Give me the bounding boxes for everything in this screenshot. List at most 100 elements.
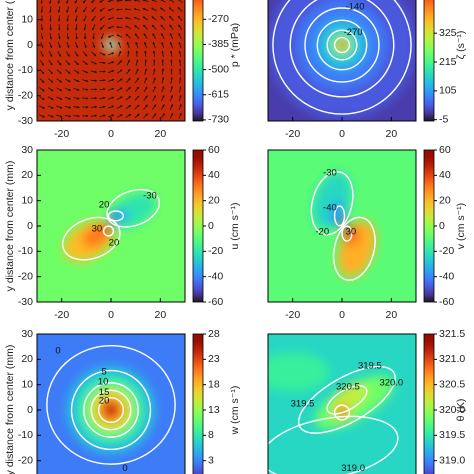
y-tick-label: 0 — [27, 404, 33, 416]
wind-arrow — [151, 16, 157, 21]
colorbar — [423, 149, 435, 303]
wind-arrow — [153, 68, 156, 75]
wind-arrow — [65, 60, 71, 66]
wind-arrow — [99, 61, 106, 65]
wind-arrow — [133, 16, 140, 21]
heatmap: -30 -40 -20 30 — [268, 150, 416, 302]
wind-arrow — [40, 33, 44, 40]
wind-arrow — [177, 7, 183, 12]
wind-arrow — [82, 51, 88, 57]
wind-arrow — [108, 52, 115, 56]
colorbar-tick-label: 60 — [208, 144, 220, 156]
wind-arrow — [160, 7, 166, 12]
wind-arrow — [125, 104, 132, 110]
wind-arrow — [160, 33, 165, 39]
wind-arrow — [127, 50, 130, 57]
colorbar-tick-label: -60 — [439, 296, 454, 308]
colorbar-tick-label: 18 — [208, 378, 220, 390]
wind-arrow — [91, 51, 97, 57]
wind-arrow — [74, 60, 79, 66]
wind-arrow — [161, 95, 165, 102]
contour-label: 20 — [109, 237, 120, 248]
contour-label: 10 — [98, 377, 109, 388]
wind-arrow — [40, 42, 44, 49]
wind-arrow — [83, 24, 87, 31]
wind-arrow — [99, 0, 105, 3]
wind-arrow — [170, 50, 173, 57]
wind-arrow — [90, 61, 97, 65]
contour-label: -270 — [344, 27, 363, 38]
wind-arrow — [99, 16, 105, 21]
wind-arrow — [169, 103, 174, 110]
wind-arrow — [107, 16, 114, 20]
wind-arrow — [48, 78, 54, 83]
heatmap: -140 -270 — [268, 0, 416, 121]
wind-arrow — [40, 6, 44, 13]
contour-label: 319.5 — [291, 398, 315, 409]
wind-arrow — [161, 50, 164, 57]
contour-label: -20 — [315, 227, 329, 238]
wind-arrow — [160, 104, 165, 110]
contour — [90, 389, 132, 431]
wind-arrow — [152, 86, 156, 93]
wind-arrow — [135, 59, 139, 66]
y-tick-label: 30 — [21, 144, 33, 156]
wind-arrow — [47, 96, 54, 101]
colorbar-tick-label: 40 — [208, 169, 220, 181]
wind-arrow — [56, 87, 63, 92]
wind-arrow — [143, 113, 148, 119]
contour — [46, 345, 176, 465]
wind-arrow — [170, 95, 173, 102]
field-background — [37, 0, 185, 121]
wind-arrow — [75, 33, 78, 40]
wind-arrow — [73, 114, 80, 118]
wind-arrow — [57, 6, 61, 13]
wind-arrow — [92, 42, 96, 49]
wind-arrow — [90, 79, 98, 82]
wind-arrow — [160, 113, 165, 119]
wind-arrow — [143, 95, 148, 101]
wind-arrow — [116, 34, 123, 38]
y-tick-label: -30 — [18, 115, 33, 127]
colorbar-tick-label: -385 — [208, 38, 229, 50]
wind-arrow — [64, 114, 72, 118]
wind-arrow — [142, 7, 149, 12]
wind-arrow — [99, 114, 106, 117]
wind-arrow — [143, 104, 148, 110]
contour — [97, 396, 125, 424]
wind-arrow — [47, 105, 54, 109]
colorbar-tick-label: 13 — [208, 404, 220, 416]
colorbar-tick-label: 60 — [439, 144, 451, 156]
wind-arrow — [82, 79, 89, 82]
wind-arrow — [125, 87, 131, 92]
y-tick-label: -10 — [18, 429, 33, 441]
contour-label: -30 — [143, 191, 157, 202]
wind-arrow — [48, 60, 53, 66]
colorbar-tick-label: 319.5 — [439, 429, 465, 441]
contour — [268, 415, 399, 474]
wind-arrow — [117, 69, 123, 74]
colorbar-tick-label: 320.5 — [439, 378, 465, 390]
wind-arrow — [82, 60, 88, 65]
wind-arrow — [64, 96, 72, 100]
y-tick-label: 10 — [21, 378, 33, 390]
y-tick-label: 30 — [21, 328, 33, 340]
wind-arrow — [152, 33, 157, 39]
contour-label: 5 — [101, 367, 106, 378]
wind-arrow — [66, 33, 70, 40]
wind-arrow — [134, 95, 140, 101]
contour — [326, 29, 358, 61]
contour — [333, 36, 351, 54]
colorbar-tick-label: 325 — [439, 27, 457, 39]
wind-arrow — [108, 105, 115, 109]
wind-arrow — [161, 68, 165, 75]
plot-frame — [267, 333, 417, 474]
wind-arrow — [108, 61, 115, 65]
x-tick-label: 0 — [339, 128, 345, 140]
wind-arrow — [159, 0, 166, 3]
colorbar-tick-label: 3 — [208, 454, 214, 466]
wind-arrow — [169, 41, 173, 48]
wind-arrow — [49, 42, 53, 49]
wind-arrow — [65, 69, 71, 74]
